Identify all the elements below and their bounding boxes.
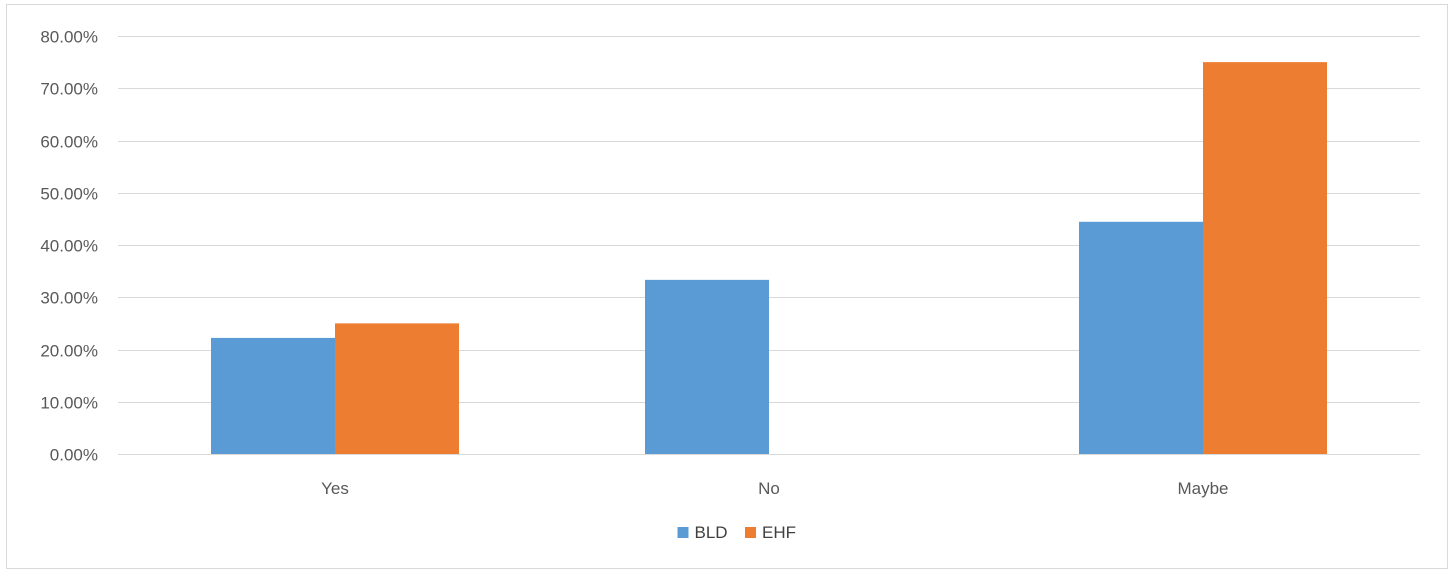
- y-tick-label: 40.00%: [40, 237, 98, 256]
- y-tick-label: 60.00%: [40, 133, 98, 152]
- y-tick-label: 80.00%: [40, 28, 98, 47]
- bar-ehf-yes: [335, 323, 459, 454]
- legend-label-ehf: EHF: [762, 523, 796, 542]
- y-tick-label: 0.00%: [50, 446, 98, 465]
- bar-ehf-maybe: [1203, 62, 1327, 454]
- y-axis-tick-labels: 0.00% 10.00% 20.00% 30.00% 40.00% 50.00% 60.00…: [40, 28, 98, 465]
- legend-label-bld: BLD: [695, 523, 728, 542]
- y-tick-label: 10.00%: [40, 394, 98, 413]
- legend-swatch-bld: [677, 527, 689, 538]
- legend-swatch-ehf: [745, 527, 756, 538]
- x-axis-tick-labels: Yes No Maybe: [321, 479, 1228, 498]
- y-tick-label: 30.00%: [40, 289, 98, 308]
- x-tick-label: Yes: [321, 479, 349, 498]
- bars: [211, 62, 1327, 454]
- y-tick-label: 70.00%: [40, 80, 98, 99]
- y-tick-label: 50.00%: [40, 185, 98, 204]
- bar-bld-yes: [211, 337, 335, 454]
- legend: BLD EHF: [677, 523, 796, 542]
- bar-bld-maybe: [1079, 221, 1203, 454]
- x-tick-label: Maybe: [1177, 479, 1228, 498]
- y-tick-label: 20.00%: [40, 342, 98, 361]
- x-tick-label: No: [758, 479, 780, 498]
- bar-bld-no: [645, 279, 769, 454]
